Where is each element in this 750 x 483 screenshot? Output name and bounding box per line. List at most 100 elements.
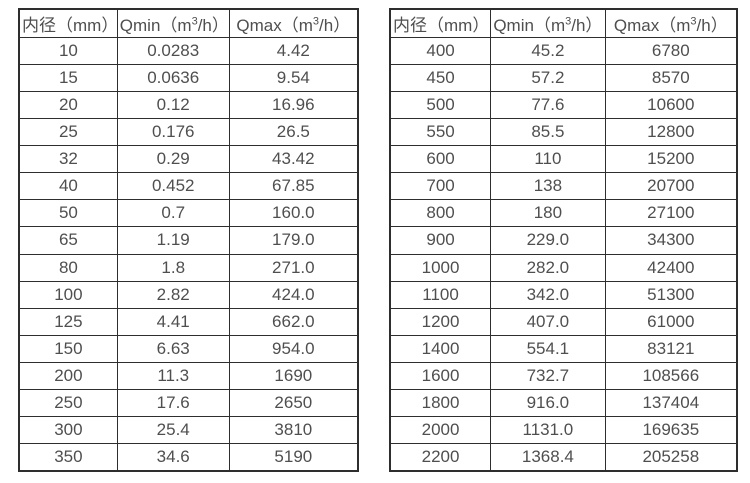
table-cell: 2650: [228, 389, 359, 418]
header-qmax-superscript: 3: [312, 15, 320, 28]
table-body: 400 45.2 6780 450 57.2 8570 500 77.6 10600 550 85.…: [389, 36, 738, 472]
table-cell: 1.8: [116, 253, 230, 282]
table-cell: 300: [18, 416, 118, 445]
table-cell: 77.6: [490, 90, 606, 119]
table-cell: 600: [389, 144, 492, 174]
table-cell: 662.0: [228, 307, 359, 336]
table-cell: 0.0636: [116, 63, 230, 92]
table-row: 450 57.2 8570: [389, 63, 738, 92]
table-row: 500 77.6 10600: [389, 90, 738, 119]
table-cell: 25: [18, 117, 118, 147]
table-cell: 61000: [604, 307, 738, 336]
table-cell: 1000: [389, 253, 492, 282]
table-cell: 6.63: [116, 334, 230, 364]
table-cell: 1600: [389, 361, 492, 391]
table-cell: 916.0: [490, 389, 606, 418]
table-row: 20 0.12 16.96: [18, 90, 359, 119]
table-cell: 138: [490, 172, 606, 201]
table-cell: 342.0: [490, 280, 606, 309]
table-cell: 400: [389, 36, 492, 65]
header-qmax-superscript: 3: [690, 15, 697, 28]
table-row: 1600 732.7 108566: [389, 361, 738, 391]
table-cell: 0.176: [116, 117, 230, 147]
table-cell: 42400: [604, 253, 738, 282]
table-cell: 34300: [604, 226, 738, 255]
table-row: 800 180 27100: [389, 199, 738, 228]
table-cell: 1800: [389, 389, 492, 418]
table-cell: 137404: [604, 389, 738, 418]
header-qmin-label-suffix: /h）: [571, 15, 603, 35]
table-cell: 20: [18, 90, 118, 119]
table-row: 700 138 20700: [389, 172, 738, 201]
table-row: 100 2.82 424.0: [18, 280, 359, 309]
table-cell: 125: [18, 307, 118, 336]
table-cell: 2000: [389, 416, 492, 445]
table-cell: 800: [389, 199, 492, 228]
table-cell: 1200: [389, 307, 492, 336]
table-row: 300 25.4 3810: [18, 416, 359, 445]
flow-rate-table-large-diameters: 内径（mm） Qmin（m3/h） Qmax（m3/h） 400 45.2 6780…: [389, 8, 738, 472]
table-cell: 0.12: [116, 90, 230, 119]
header-qmax-label: Qmax（m: [236, 15, 313, 35]
table-cell: 43.42: [228, 144, 359, 174]
table-cell: 1400: [389, 334, 492, 364]
table-row: 1800 916.0 137404: [389, 389, 738, 418]
table-row: 15 0.0636 9.54: [18, 63, 359, 92]
table-cell: 4.42: [228, 36, 359, 65]
table-cell: 150: [18, 334, 118, 364]
table-cell: 9.54: [228, 63, 359, 92]
table-row: 150 6.63 954.0: [18, 334, 359, 364]
table-cell: 0.0283: [116, 36, 230, 65]
table-cell: 6780: [604, 36, 738, 65]
table-cell: 34.6: [116, 443, 230, 472]
header-qmax-label: Qmax（m: [613, 15, 691, 35]
header-qmin-label: Qmin（m: [119, 15, 192, 35]
table-header-row: 内径（mm） Qmin（m3/h） Qmax（m3/h）: [389, 8, 738, 38]
table-cell: 450: [389, 63, 492, 92]
table-cell: 57.2: [490, 63, 606, 92]
table-cell: 11.3: [116, 361, 230, 391]
table-cell: 900: [389, 226, 492, 255]
table-cell: 1368.4: [490, 443, 606, 472]
table-cell: 20700: [604, 172, 738, 201]
header-qmax-label-suffix: /h）: [319, 15, 351, 35]
table-cell: 250: [18, 389, 118, 418]
table-cell: 1.19: [116, 226, 230, 255]
table-cell: 554.1: [490, 334, 606, 364]
table-row: 550 85.5 12800: [389, 117, 738, 147]
table-row: 40 0.452 67.85: [18, 172, 359, 201]
table-cell: 83121: [604, 334, 738, 364]
table-row: 200 11.3 1690: [18, 361, 359, 391]
table-cell: 50: [18, 199, 118, 228]
header-inner-diameter-label: 内径（mm）: [22, 15, 118, 35]
table-row: 2200 1368.4 205258: [389, 443, 738, 472]
table-cell: 10600: [604, 90, 738, 119]
table-cell: 3810: [228, 416, 359, 445]
table-cell: 8570: [604, 63, 738, 92]
table-cell: 271.0: [228, 253, 359, 282]
table-cell: 732.7: [490, 361, 606, 391]
table-cell: 51300: [604, 280, 738, 309]
table-row: 900 229.0 34300: [389, 226, 738, 255]
header-qmin-label: Qmin（m: [493, 15, 566, 35]
table-row: 80 1.8 271.0: [18, 253, 359, 282]
header-qmin-label-suffix: /h）: [197, 15, 229, 35]
table-row: 1400 554.1 83121: [389, 334, 738, 364]
table-row: 350 34.6 5190: [18, 443, 359, 472]
flow-rate-table-small-diameters: 内径（mm） Qmin（m3/h） Qmax（m3/h） 10 0.0283 4.4…: [18, 8, 359, 472]
table-row: 600 110 15200: [389, 144, 738, 174]
table-header-row: 内径（mm） Qmin（m3/h） Qmax（m3/h）: [18, 8, 359, 38]
table-row: 1000 282.0 42400: [389, 253, 738, 282]
table-cell: 32: [18, 144, 118, 174]
table-cell: 25.4: [116, 416, 230, 445]
table-row: 25 0.176 26.5: [18, 117, 359, 147]
table-cell: 160.0: [228, 199, 359, 228]
table-cell: 12800: [604, 117, 738, 147]
table-cell: 180: [490, 199, 606, 228]
table-row: 250 17.6 2650: [18, 389, 359, 418]
table-cell: 65: [18, 226, 118, 255]
table-cell: 27100: [604, 199, 738, 228]
table-body: 10 0.0283 4.42 15 0.0636 9.54 20 0.12 16.96 25 0.1…: [18, 36, 359, 472]
table-cell: 229.0: [490, 226, 606, 255]
table-cell: 169635: [604, 416, 738, 445]
